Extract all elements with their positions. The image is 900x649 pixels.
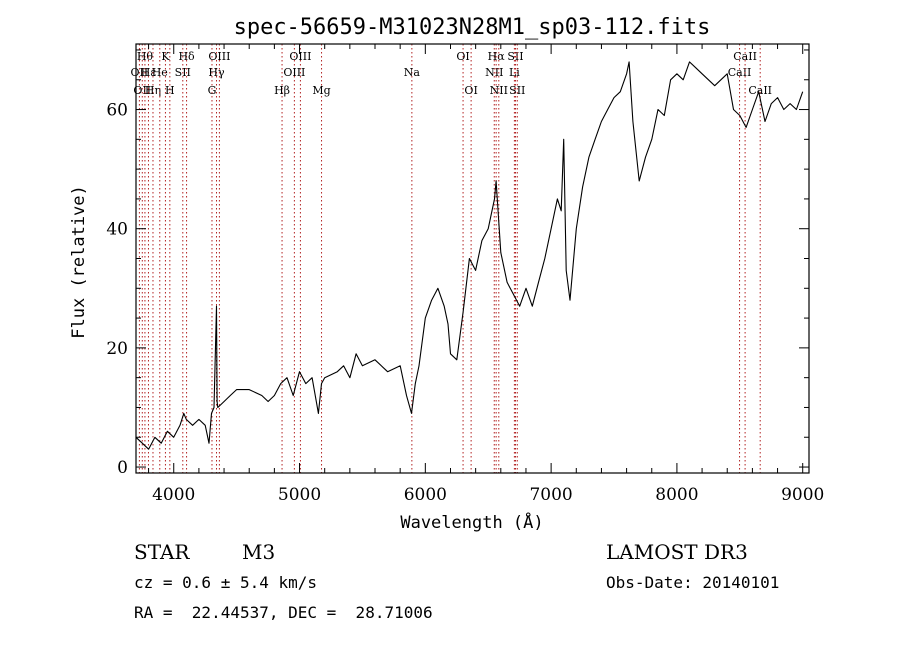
line-label-hδ: Hδ [178, 50, 195, 63]
plot-frame [135, 43, 810, 474]
x-tick-label: 9000 [781, 485, 824, 505]
line-label-li: Li [509, 66, 520, 79]
line-label-mg: Mg [312, 84, 330, 97]
x-tick-label: 8000 [655, 485, 698, 505]
observation-date: Obs-Date: 20140101 [606, 573, 780, 592]
y-axis-title: Flux (relative) [69, 185, 89, 339]
x-axis-title: Wavelength (Å) [400, 511, 543, 533]
line-label-caii: CaII [728, 66, 752, 79]
chart-title: spec-56659-M31023N28M1_sp03-112.fits [234, 15, 711, 40]
line-label-sii: SII [507, 50, 523, 63]
redshift-velocity: cz = 0.6 ± 5.4 km/s [134, 573, 318, 592]
x-tick-label: 6000 [404, 485, 447, 505]
line-label-oii: OII [133, 84, 151, 97]
line-label-hα: Hα [488, 50, 506, 63]
plot-area: OIIOIIHθHεHηHeKHSIIHδGHγOIIIHβOIIIOIIIMg… [106, 43, 824, 505]
line-label-h: H [165, 84, 175, 97]
line-label-oi: OI [456, 50, 469, 63]
spectrum-chart: spec-56659-M31023N28M1_sp03-112.fits OII… [69, 15, 824, 533]
object-class: STAR [134, 540, 190, 564]
survey-name: LAMOST DR3 [606, 540, 748, 564]
line-label-nii: NII [485, 66, 503, 79]
line-label-k: K [161, 50, 170, 63]
y-tick-label: 0 [117, 458, 128, 478]
line-label-oii: OII [131, 66, 149, 79]
line-label-hβ: Hβ [274, 84, 290, 97]
line-label-oiii: OIII [289, 50, 311, 63]
line-label-oi: OI [464, 84, 477, 97]
x-tick-label: 5000 [278, 485, 321, 505]
line-label-hη: Hη [145, 84, 161, 97]
line-label-sii: SII [509, 84, 525, 97]
line-label-nii: NII [490, 84, 508, 97]
line-label-oiii: OIII [208, 50, 230, 63]
x-tick-label: 7000 [529, 485, 572, 505]
y-tick-label: 40 [106, 220, 128, 240]
line-label-he: He [152, 66, 168, 79]
y-tick-label: 20 [106, 339, 128, 359]
object-subclass: M3 [242, 540, 276, 564]
line-label-na: Na [404, 66, 421, 79]
line-label-sii: SII [175, 66, 191, 79]
line-label-hθ: Hθ [137, 50, 154, 63]
y-tick-label: 60 [106, 101, 128, 121]
x-tick-label: 4000 [152, 485, 195, 505]
line-label-hγ: Hγ [208, 66, 225, 79]
spectrum-line [135, 61, 804, 450]
line-label-g: G [208, 84, 217, 97]
sky-coordinates: RA = 22.44537, DEC = 28.71006 [134, 603, 433, 622]
line-label-caii: CaII [733, 50, 757, 63]
line-label-caii: CaII [748, 84, 772, 97]
line-label-oiii: OIII [283, 66, 305, 79]
